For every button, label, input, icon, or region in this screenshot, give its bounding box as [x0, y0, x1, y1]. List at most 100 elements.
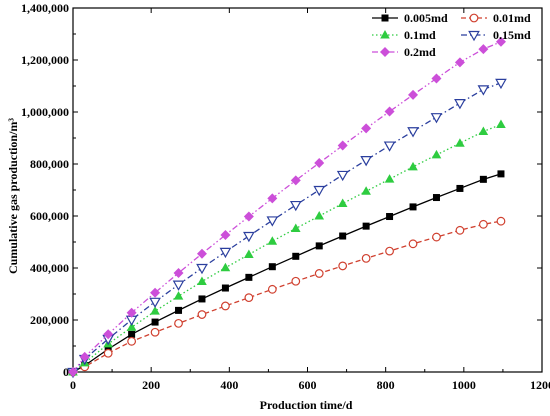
y-tick-label: 1,000,000 [21, 105, 69, 119]
data-point [267, 284, 277, 294]
data-point [408, 239, 418, 249]
data-point [127, 336, 137, 346]
data-point [315, 242, 323, 250]
series-0-15md [67, 78, 507, 379]
data-point [384, 106, 395, 117]
data-point [456, 184, 464, 192]
x-tick-label: 1000 [452, 378, 476, 392]
data-point [174, 318, 183, 328]
legend-label: 0.1md [404, 28, 436, 42]
data-point [314, 211, 325, 220]
x-tick-label: 800 [377, 378, 395, 392]
legend-label: 0.2md [404, 45, 436, 59]
data-point [495, 36, 506, 47]
data-point [221, 301, 230, 311]
legend-label: 0.005md [404, 11, 448, 25]
data-point [149, 297, 161, 309]
legend-marker [381, 14, 389, 22]
data-point [220, 262, 231, 272]
data-point [103, 329, 114, 340]
legend-marker [469, 13, 479, 23]
data-point [478, 44, 489, 55]
data-point [243, 231, 255, 243]
series-line [72, 123, 502, 373]
series-line [72, 41, 502, 373]
x-tick-label: 600 [299, 378, 317, 392]
plot-frame [72, 7, 543, 373]
data-point [496, 216, 506, 226]
data-point [385, 246, 394, 256]
data-point [290, 175, 301, 186]
data-point [384, 174, 395, 183]
legend-marker [380, 30, 390, 39]
data-point [150, 327, 160, 337]
data-point [383, 141, 396, 152]
y-tick-label: 1,400,000 [21, 1, 69, 15]
data-point [175, 306, 183, 314]
data-point [245, 273, 253, 281]
data-point [478, 219, 488, 229]
data-point [292, 252, 300, 260]
data-point [336, 170, 349, 182]
data-point [289, 200, 302, 212]
data-point [198, 295, 206, 303]
legend: 0.005md 0.01md 0.1md 0.15md 0.2md [372, 11, 531, 59]
data-point [408, 89, 419, 100]
data-point [290, 223, 301, 232]
data-point [151, 318, 159, 326]
data-point [339, 232, 347, 240]
data-point [455, 225, 465, 235]
data-point [196, 263, 208, 275]
data-point [197, 310, 207, 319]
data-point [454, 57, 465, 68]
data-point [150, 306, 160, 315]
data-point [337, 198, 348, 208]
data-point [408, 161, 418, 171]
data-point [479, 175, 487, 183]
y-tick-label: 600,000 [30, 209, 69, 223]
data-point [79, 351, 90, 362]
y-tick-label: 800,000 [30, 157, 69, 171]
legend-marker [468, 30, 480, 42]
data-point [126, 322, 137, 331]
data-point [68, 367, 78, 377]
data-point [478, 126, 489, 135]
x-tick-label: 400 [220, 378, 238, 392]
y-tick-label: 1,200,000 [21, 53, 69, 67]
series-line [72, 173, 502, 373]
data-point [337, 140, 348, 151]
legend-label: 0.01md [493, 11, 531, 25]
data-point [431, 73, 442, 84]
data-point [313, 185, 326, 197]
legend-item: 0.01md [461, 11, 531, 25]
y-tick-label: 200,000 [30, 313, 69, 327]
data-point [361, 123, 372, 134]
data-point [244, 293, 254, 303]
data-point [267, 236, 278, 245]
data-point [495, 78, 507, 90]
data-point [477, 85, 490, 96]
data-point [173, 291, 184, 300]
data-point [361, 253, 371, 263]
data-point [220, 229, 231, 240]
data-point [128, 330, 136, 338]
data-point [173, 267, 184, 278]
data-point [455, 138, 465, 147]
x-tick-label: 0 [70, 378, 76, 392]
data-point [360, 156, 372, 167]
y-tick-label: 400,000 [30, 261, 69, 275]
data-point [362, 222, 370, 230]
data-point [454, 99, 466, 110]
legend-item: 0.2md [372, 45, 436, 59]
data-point [266, 216, 279, 227]
series-0-01md [68, 216, 506, 377]
series-layer [67, 36, 507, 379]
data-point [219, 247, 232, 259]
data-point [338, 261, 348, 271]
data-point [291, 276, 301, 286]
x-axis-title: Production time/d [260, 398, 353, 412]
